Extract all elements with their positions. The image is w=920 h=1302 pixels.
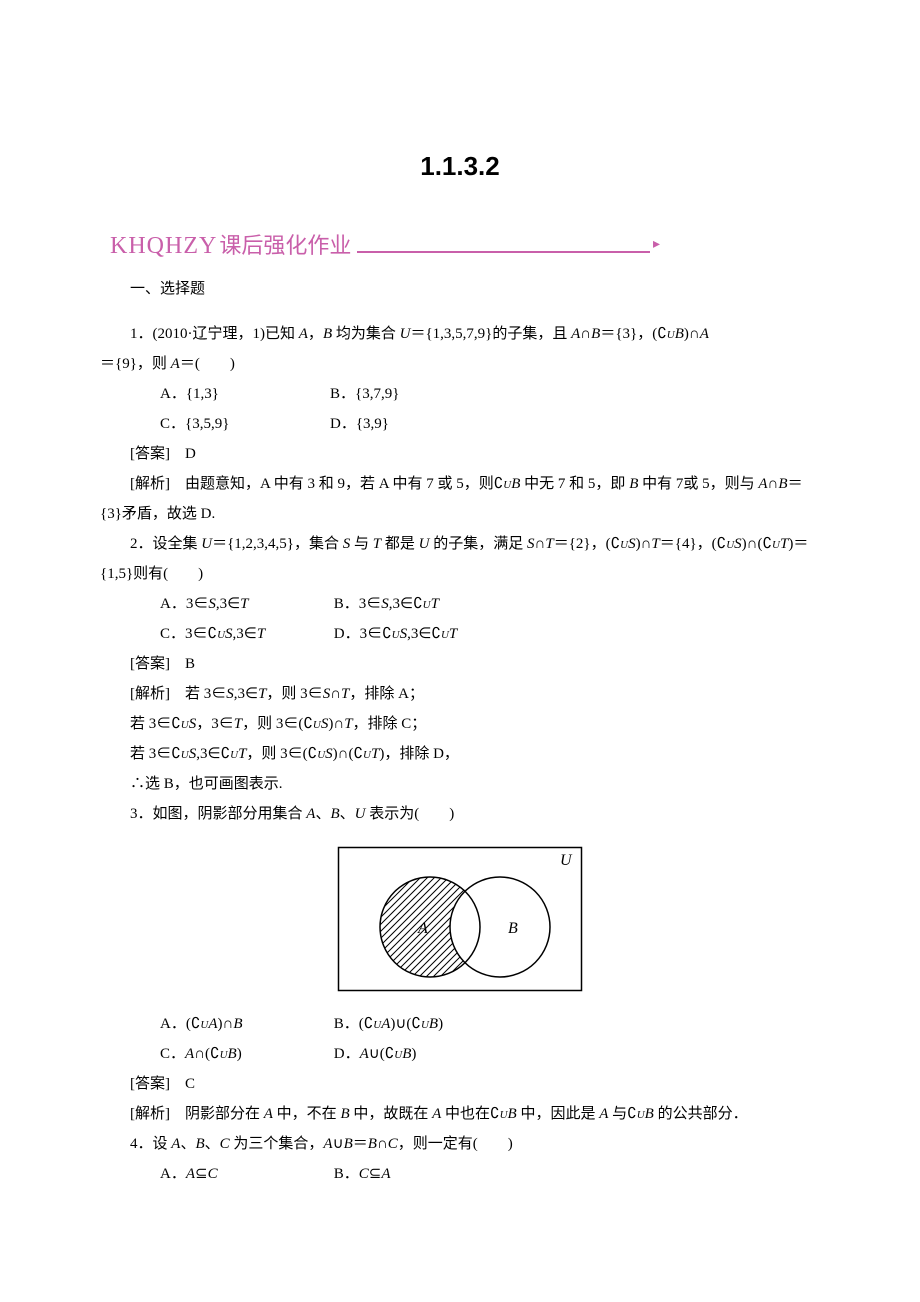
q2-exp-2: 若 3∈∁US，3∈T，则 3∈(∁US)∩T，排除 C； bbox=[100, 709, 820, 739]
q2-exp-4: ∴选 B，也可画图表示. bbox=[100, 769, 820, 799]
q2-opt-c: C．3∈∁US,3∈T bbox=[130, 619, 300, 649]
svg-text:U: U bbox=[560, 852, 573, 869]
q1-explain: [解析] 由题意知，A 中有 3 和 9，若 A 中有 7 或 5，则∁UB 中… bbox=[100, 469, 820, 529]
q1-stem: 1．(2010·辽宁理，1)已知 A，B 均为集合 U＝{1,3,5,7,9}的… bbox=[100, 319, 820, 349]
q4-opt-b: B．C⊆A bbox=[304, 1159, 391, 1189]
q2-options-ab: A．3∈S,3∈T B．3∈S,3∈∁UT bbox=[100, 589, 820, 619]
banner-brand: KHQHZY bbox=[110, 233, 219, 259]
q3-options-ab: A．(∁UA)∩B B．(∁UA)∪(∁UB) bbox=[100, 1009, 820, 1039]
q2-exp-3: 若 3∈∁US,3∈∁UT，则 3∈(∁US)∩(∁UT)，排除 D， bbox=[100, 739, 820, 769]
q2-options-cd: C．3∈∁US,3∈T D．3∈∁US,3∈∁UT bbox=[100, 619, 820, 649]
q2-opt-d: D．3∈∁US,3∈∁UT bbox=[304, 619, 458, 649]
banner: KHQHZY课后强化作业 ▸ bbox=[110, 222, 650, 256]
q1-opt-a: A．{1,3} bbox=[130, 379, 300, 409]
svg-text:B: B bbox=[508, 920, 518, 937]
q2-opt-a: A．3∈S,3∈T bbox=[130, 589, 300, 619]
q1-stem-line2: ＝{9}，则 A＝( ) bbox=[100, 349, 820, 379]
q3-stem: 3．如图，阴影部分用集合 A、B、U 表示为( ) bbox=[100, 799, 820, 829]
q1-answer: [答案] D bbox=[100, 439, 820, 469]
q4-stem: 4．设 A、B、C 为三个集合，A∪B＝B∩C，则一定有( ) bbox=[100, 1129, 820, 1159]
q3-opt-a: A．(∁UA)∩B bbox=[130, 1009, 300, 1039]
q3-options-cd: C．A∩(∁UB) D．A∪(∁UB) bbox=[100, 1039, 820, 1069]
q3-explain: [解析] 阴影部分在 A 中，不在 B 中，故既在 A 中也在∁UB 中，因此是… bbox=[100, 1099, 820, 1129]
section-heading: 一、选择题 bbox=[100, 274, 820, 304]
q4-opt-a: A．A⊆C bbox=[130, 1159, 300, 1189]
q2-stem: 2．设全集 U＝{1,2,3,4,5}，集合 S 与 T 都是 U 的子集，满足… bbox=[100, 529, 820, 589]
q4-options-ab: A．A⊆C B．C⊆A bbox=[100, 1159, 820, 1189]
banner-arrow-icon: ▸ bbox=[653, 231, 660, 259]
q2-opt-b: B．3∈S,3∈∁UT bbox=[304, 589, 439, 619]
q3-opt-b: B．(∁UA)∪(∁UB) bbox=[304, 1009, 443, 1039]
banner-cn: 课后强化作业 bbox=[219, 233, 357, 258]
q3-answer: [答案] C bbox=[100, 1069, 820, 1099]
q1-opt-b: B．{3,7,9} bbox=[300, 379, 399, 409]
venn-svg: A B U bbox=[330, 839, 590, 999]
svg-text:A: A bbox=[417, 920, 428, 937]
q1-options-cd: C．{3,5,9}D．{3,9} bbox=[100, 409, 820, 439]
q1-opt-c: C．{3,5,9} bbox=[130, 409, 300, 439]
q2-answer: [答案] B bbox=[100, 649, 820, 679]
page-title: 1.1.3.2 bbox=[100, 140, 820, 192]
q1-opt-d: D．{3,9} bbox=[300, 409, 389, 439]
q1-options-ab: A．{1,3}B．{3,7,9} bbox=[100, 379, 820, 409]
q3-opt-d: D．A∪(∁UB) bbox=[304, 1039, 417, 1069]
q3-venn-diagram: A B U bbox=[100, 839, 820, 999]
q2-exp-1: [解析] 若 3∈S,3∈T，则 3∈S∩T，排除 A； bbox=[100, 679, 820, 709]
q3-opt-c: C．A∩(∁UB) bbox=[130, 1039, 300, 1069]
